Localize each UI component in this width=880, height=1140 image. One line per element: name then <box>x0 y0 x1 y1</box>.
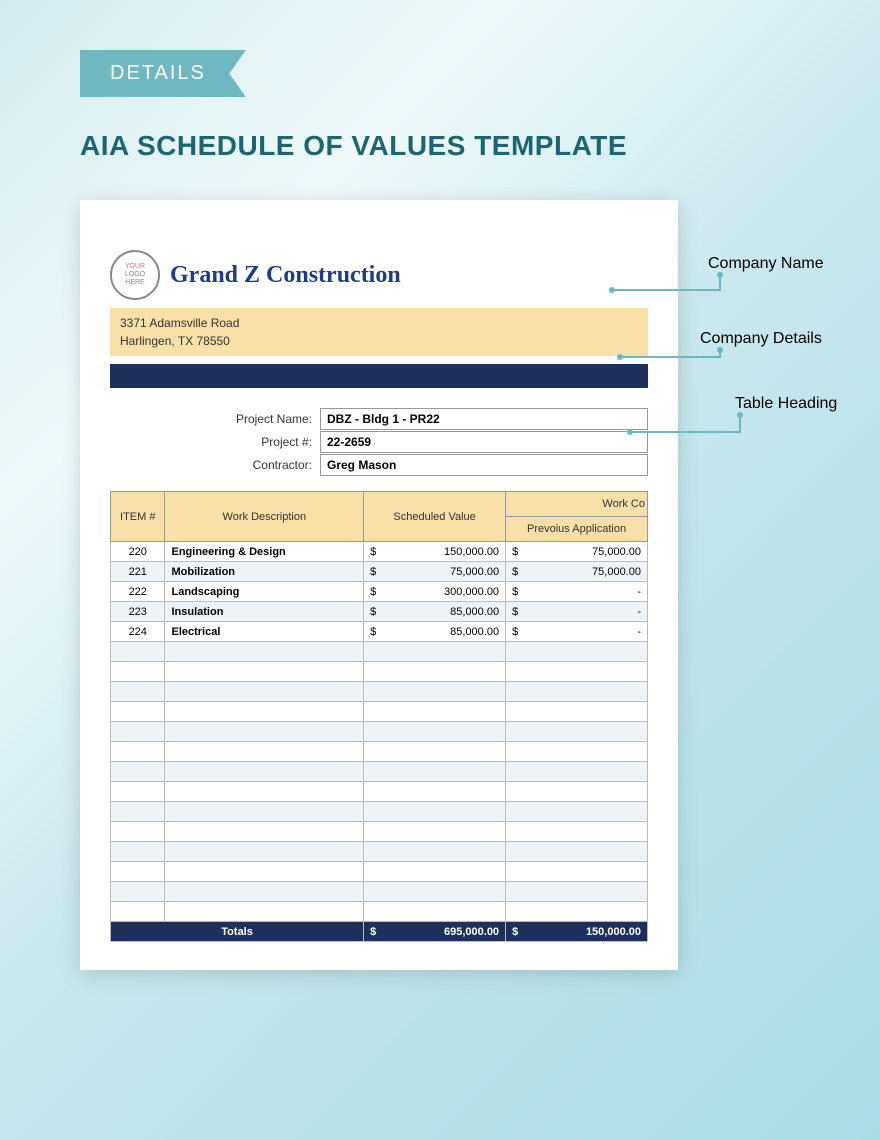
address-line1: 3371 Adamsville Road <box>120 314 638 332</box>
table-row-empty <box>111 722 648 742</box>
cell-desc: Landscaping <box>165 582 364 602</box>
annotation-table-heading: Table Heading <box>735 395 837 413</box>
table-head: ITEM # Work Description Scheduled Value … <box>111 492 648 542</box>
company-address-bar: 3371 Adamsville Road Harlingen, TX 78550 <box>110 308 648 356</box>
th-work-co: Work Co <box>506 492 648 517</box>
contractor-value: Greg Mason <box>320 454 648 476</box>
document-preview: YOUR LOGO HERE Grand Z Construction 3371… <box>80 200 678 970</box>
address-line2: Harlingen, TX 78550 <box>120 332 638 350</box>
cell-scheduled: $150,000.00 <box>364 542 506 562</box>
cell-prev: $- <box>506 582 648 602</box>
table-row-empty <box>111 682 648 702</box>
table-row-empty <box>111 782 648 802</box>
header-row: YOUR LOGO HERE Grand Z Construction <box>110 250 648 300</box>
project-number-value: 22-2659 <box>320 431 648 453</box>
annotation-company-details: Company Details <box>700 330 822 348</box>
totals-prev: $150,000.00 <box>506 922 648 942</box>
table-row-empty <box>111 742 648 762</box>
table-row-empty <box>111 822 648 842</box>
schedule-of-values-table: ITEM # Work Description Scheduled Value … <box>110 491 648 942</box>
cell-desc: Mobilization <box>165 562 364 582</box>
project-number-label: Project #: <box>110 435 320 449</box>
spacer-navy <box>110 364 648 388</box>
project-number-row: Project #: 22-2659 <box>110 431 648 453</box>
table-row-empty <box>111 882 648 902</box>
table-row-empty <box>111 642 648 662</box>
project-name-row: Project Name: DBZ - Bldg 1 - PR22 <box>110 408 648 430</box>
cell-scheduled: $300,000.00 <box>364 582 506 602</box>
th-desc: Work Description <box>165 492 364 542</box>
cell-desc: Engineering & Design <box>165 542 364 562</box>
cell-item: 223 <box>111 602 165 622</box>
logo-text-here: HERE <box>125 279 144 287</box>
logo-placeholder: YOUR LOGO HERE <box>110 250 160 300</box>
table-row: 224 Electrical $85,000.00 $- <box>111 622 648 642</box>
details-ribbon: DETAILS <box>80 50 246 97</box>
cell-item: 222 <box>111 582 165 602</box>
project-name-label: Project Name: <box>110 412 320 426</box>
cell-scheduled: $75,000.00 <box>364 562 506 582</box>
cell-prev: $75,000.00 <box>506 542 648 562</box>
th-prev-app: Prevoius Application <box>506 517 648 542</box>
table-row-empty <box>111 902 648 922</box>
table-row: 220 Engineering & Design $150,000.00 $75… <box>111 542 648 562</box>
table-body: 220 Engineering & Design $150,000.00 $75… <box>111 542 648 922</box>
cell-desc: Insulation <box>165 602 364 622</box>
company-name: Grand Z Construction <box>170 262 401 289</box>
totals-row: Totals $695,000.00 $150,000.00 <box>111 922 648 942</box>
table-row-empty <box>111 702 648 722</box>
logo-text-your: YOUR <box>125 263 145 271</box>
totals-label: Totals <box>111 922 364 942</box>
table-row-empty <box>111 862 648 882</box>
cell-item: 221 <box>111 562 165 582</box>
cell-item: 220 <box>111 542 165 562</box>
table-row-empty <box>111 842 648 862</box>
cell-prev: $- <box>506 602 648 622</box>
cell-prev: $- <box>506 622 648 642</box>
th-scheduled: Scheduled Value <box>364 492 506 542</box>
spacer-white <box>110 356 648 364</box>
cell-desc: Electrical <box>165 622 364 642</box>
logo-text-logo: LOGO <box>125 271 145 279</box>
contractor-row: Contractor: Greg Mason <box>110 454 648 476</box>
table-row-empty <box>111 802 648 822</box>
table-row: 221 Mobilization $75,000.00 $75,000.00 <box>111 562 648 582</box>
annotation-company-name: Company Name <box>708 255 824 273</box>
table-row: 223 Insulation $85,000.00 $- <box>111 602 648 622</box>
totals-scheduled: $695,000.00 <box>364 922 506 942</box>
cell-scheduled: $85,000.00 <box>364 622 506 642</box>
cell-prev: $75,000.00 <box>506 562 648 582</box>
project-name-value: DBZ - Bldg 1 - PR22 <box>320 408 648 430</box>
contractor-label: Contractor: <box>110 458 320 472</box>
cell-scheduled: $85,000.00 <box>364 602 506 622</box>
table-row-empty <box>111 662 648 682</box>
page-title: AIA SCHEDULE OF VALUES TEMPLATE <box>80 130 627 162</box>
table-row-empty <box>111 762 648 782</box>
cell-item: 224 <box>111 622 165 642</box>
table-row: 222 Landscaping $300,000.00 $- <box>111 582 648 602</box>
project-info: Project Name: DBZ - Bldg 1 - PR22 Projec… <box>110 408 648 476</box>
th-item: ITEM # <box>111 492 165 542</box>
